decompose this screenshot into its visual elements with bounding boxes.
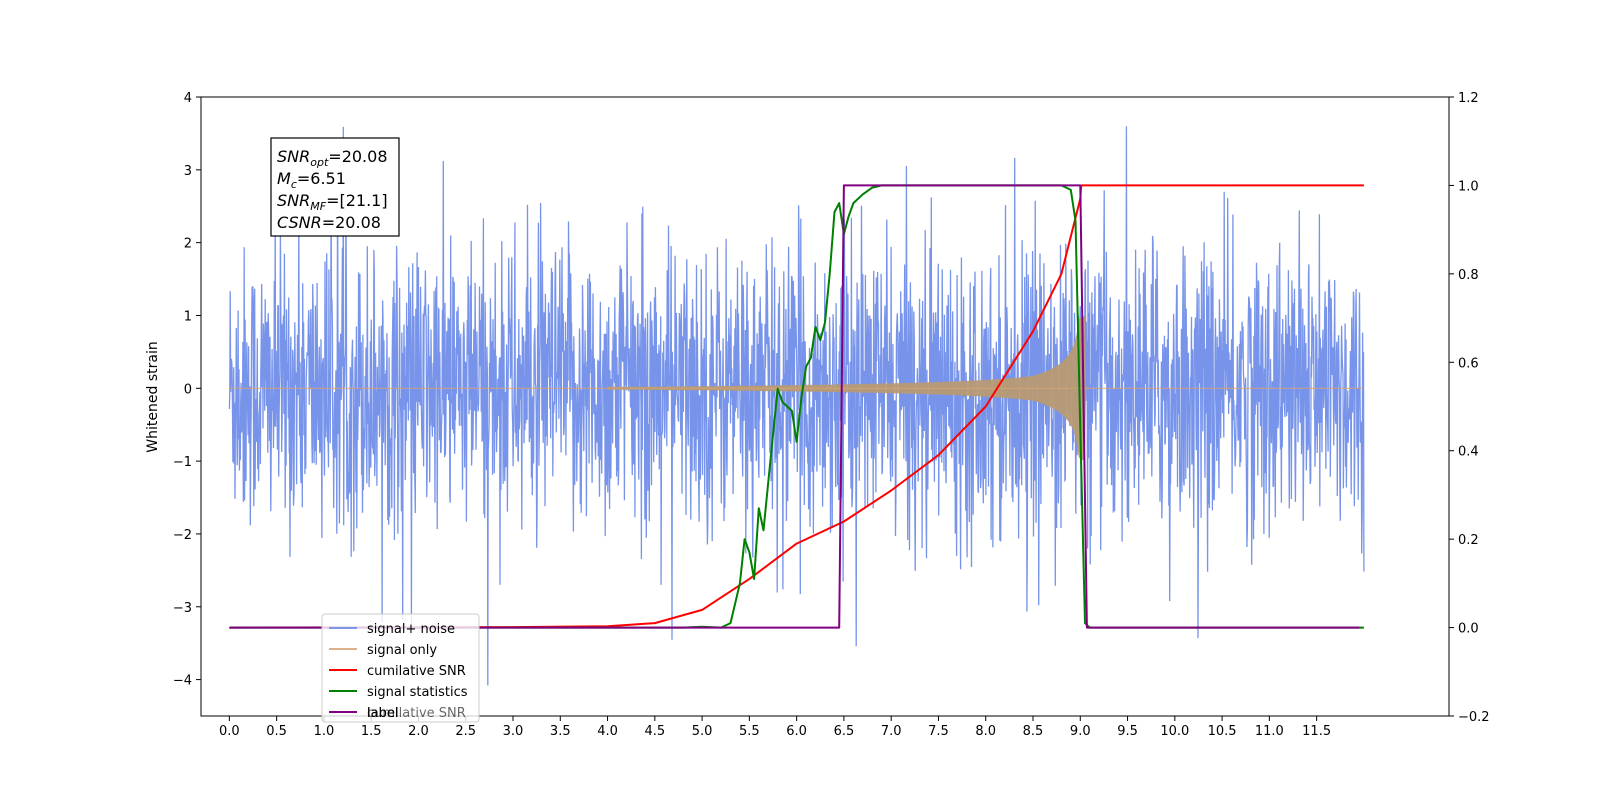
x-tick-label: 8.0 (975, 724, 996, 739)
x-tick-label: 0.0 (219, 724, 240, 739)
annotation-line: Mc=6.51 (277, 169, 346, 191)
y-left-tick-label: 0 (184, 382, 192, 397)
y-left-tick-label: 1 (184, 309, 192, 324)
y-left-tick-label: −4 (173, 674, 192, 689)
x-tick-label: 3.0 (503, 724, 524, 739)
x-tick-label: 6.0 (786, 724, 807, 739)
y-right-tick-label: 1.0 (1458, 179, 1479, 194)
legend-label: label (367, 706, 398, 721)
x-tick-label: 0.5 (266, 724, 287, 739)
annotation-line: SNRopt=20.08 (277, 147, 388, 169)
plot-frame (200, 96, 1450, 717)
x-axis-ticks: 0.0 0.5 1.0 1.5 2.0 2.5 3.0 3.5 4.0 4.5 5.0 5.5 6.0 6… (219, 716, 1331, 739)
annotation-line: SNRMF=[21.1] (277, 191, 388, 213)
label-line (229, 184, 1360, 629)
x-tick-label: 4.0 (597, 724, 618, 739)
legend-label-overlay: label (367, 706, 398, 721)
x-tick-label: 4.5 (644, 724, 665, 739)
x-tick-label: 7.5 (928, 724, 949, 739)
x-tick-label: 7.0 (881, 724, 902, 739)
x-tick-label: 1.0 (314, 724, 335, 739)
x-tick-label: 8.5 (1023, 724, 1044, 739)
x-tick-label: 9.5 (1117, 724, 1138, 739)
y-left-axis-ticks: 4 3 2 1 0 −1 −2 −3 −4 (173, 91, 201, 689)
stats-annotation-box: SNRopt=20.08Mc=6.51SNRMF=[21.1]CSNR=20.0… (270, 137, 400, 237)
y-axis-label: Whitened strain (145, 341, 161, 452)
y-left-tick-label: −3 (173, 601, 192, 616)
x-tick-label: 10.0 (1160, 724, 1189, 739)
y-right-tick-label: 0.8 (1458, 268, 1479, 283)
y-left-tick-label: −1 (173, 455, 192, 470)
y-left-tick-label: 2 (184, 237, 192, 252)
legend-label: signal+ noise (367, 622, 455, 637)
annotation-line: CSNR=20.08 (277, 213, 381, 232)
x-tick-label: 1.5 (361, 724, 382, 739)
y-right-tick-label: 1.2 (1458, 91, 1479, 106)
y-left-tick-label: −2 (173, 528, 192, 543)
legend-overlap-text: cumilative SNR (367, 706, 466, 721)
y-right-tick-label: −0.2 (1458, 710, 1490, 725)
x-tick-label: 11.0 (1255, 724, 1284, 739)
legend-label: signal statistics (367, 685, 468, 700)
signal-noise-series (228, 126, 1365, 686)
y-right-tick-label: 0.6 (1458, 356, 1479, 371)
x-tick-label: 3.5 (550, 724, 571, 739)
right-axis-series (229, 184, 1364, 629)
signal-noise-line (228, 126, 1365, 686)
legend-label: cumilative SNR (367, 664, 466, 679)
y-right-tick-label: 0.0 (1458, 622, 1479, 637)
x-tick-label: 2.0 (408, 724, 429, 739)
signal-only-series (229, 315, 1364, 462)
legend: signal+ noise signal only cumilative SNR si… (321, 613, 480, 723)
x-tick-label: 2.5 (455, 724, 476, 739)
cumulative-snr-line (229, 184, 1364, 629)
y-right-tick-label: 0.4 (1458, 445, 1479, 460)
x-tick-label: 10.5 (1208, 724, 1237, 739)
y-left-tick-label: 3 (184, 164, 192, 179)
x-tick-label: 11.5 (1302, 724, 1331, 739)
x-tick-label: 5.5 (739, 724, 760, 739)
y-left-tick-label: 4 (184, 91, 192, 106)
y-right-axis-ticks: 1.2 1.0 0.8 0.6 0.4 0.2 0.0 −0.2 (1449, 91, 1490, 725)
x-tick-label: 5.0 (692, 724, 713, 739)
x-tick-label: 9.0 (1070, 724, 1091, 739)
y-right-tick-label: 0.2 (1458, 533, 1479, 548)
legend-label: signal only (367, 643, 437, 658)
x-tick-label: 6.5 (834, 724, 855, 739)
